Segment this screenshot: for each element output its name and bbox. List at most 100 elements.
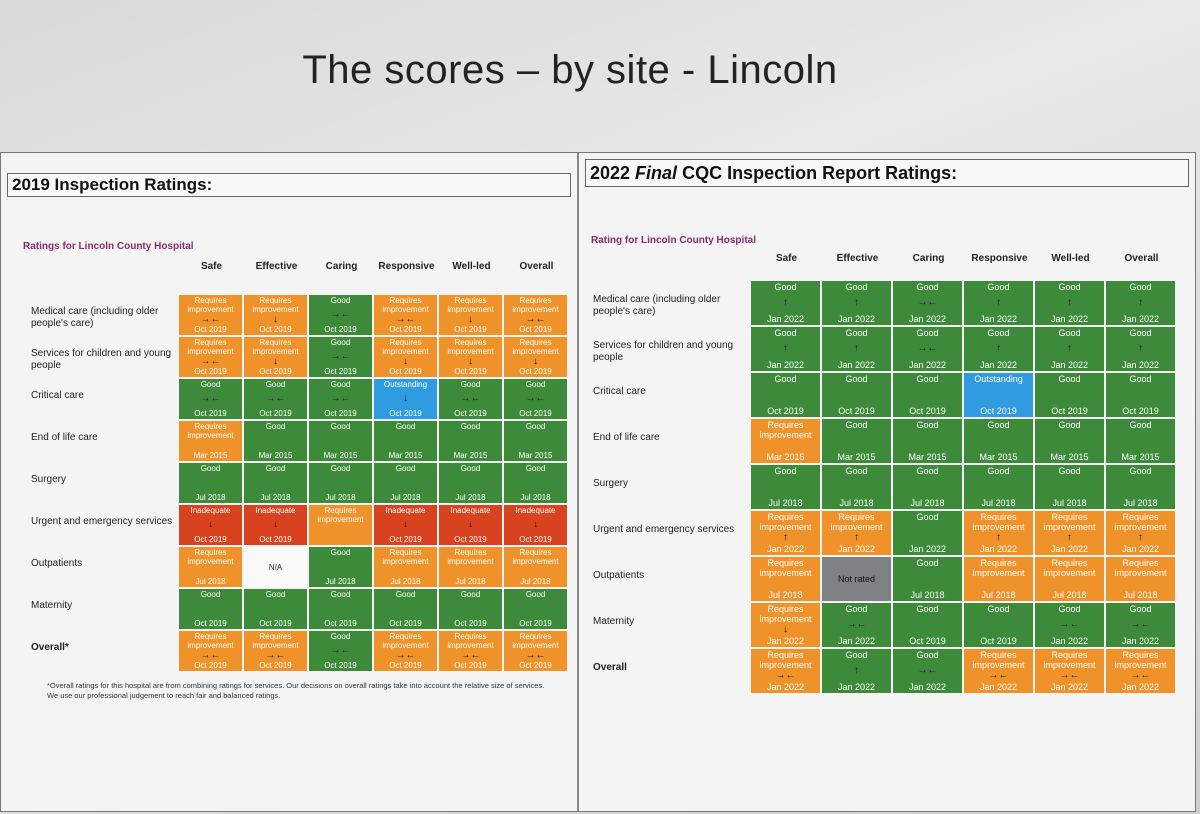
trend-arrow-icon: →← [200,393,221,404]
trend-arrow-icon: →← [1130,670,1151,681]
rating-label: Good [1058,374,1081,384]
rating-label: Good [265,422,286,431]
column-header: Overall [1124,253,1159,264]
rating-date: Oct 2019 [519,367,552,376]
row-label: Urgent and emergency services [593,524,735,535]
row-label: Services for children and young people [593,340,734,363]
rating-label: Good [916,466,939,476]
rating-date: Oct 2019 [454,325,487,334]
trend-arrow-icon: ↓ [403,355,408,367]
row-label: Overall [593,662,627,673]
rating-date: Jan 2022 [766,636,805,646]
rating-cell: Good →← Oct 2019 [439,379,502,419]
rating-date: Oct 2019 [259,409,292,418]
rating-label: Good [1058,282,1081,292]
rating-label: Requires improvement [447,338,494,356]
rating-date: Jul 2018 [455,493,486,502]
trend-arrow-icon: ↑ [854,343,859,354]
rating-date: Jan 2022 [837,544,876,554]
rating-date: Jan 2022 [1121,682,1160,692]
rating-date: Jan 2022 [1121,360,1160,370]
trend-arrow-icon: ↑ [996,297,1001,308]
rating-cell: Inadequate ↓ Oct 2019 [374,505,437,545]
rating-date: Jul 2018 [768,590,803,600]
rating-label: Requires improvement [830,512,883,532]
rating-date: Jul 2018 [1123,498,1158,508]
trend-arrow-icon: ↑ [783,297,788,308]
rating-label: Good [1129,466,1152,476]
rating-label: Requires improvement [759,512,812,532]
rating-label: Inadequate [255,506,296,515]
trend-arrow-icon: ↑ [854,532,859,543]
rating-cell: Good →← Jan 2022 [1106,603,1175,647]
rating-label: Good [330,464,351,473]
row-label: Outpatients [31,558,83,569]
trend-arrow-icon: ↓ [533,519,538,530]
rating-date: Jul 2018 [390,493,421,502]
rating-cell: Good Mar 2015 [1106,419,1175,463]
rating-date: Jan 2022 [837,636,876,646]
trend-arrow-icon: ↑ [1067,532,1072,543]
rating-label: Requires improvement [512,338,559,356]
rating-label: Good [460,464,481,473]
rating-label: Good [200,380,221,389]
rating-label: Good [265,464,286,473]
rating-date: Oct 2019 [324,409,357,418]
column-header: Safe [775,253,798,264]
rating-cell: Good ↑ Jan 2022 [822,281,891,325]
rating-date: Oct 2019 [259,325,292,334]
rating-label: Requires improvement [1043,512,1096,532]
rating-label: Good [330,422,351,431]
rating-label: Requires improvement [187,338,234,356]
row-label: Urgent and emergency services [31,516,173,527]
rating-cell: Good Jul 2018 [1035,465,1104,509]
rating-date: Jul 2018 [260,493,291,502]
rating-date: Mar 2015 [518,451,553,460]
rating-date: Mar 2015 [1050,452,1089,462]
rating-cell: Good Mar 2015 [309,421,372,461]
rating-cell: Requires improvement Jul 2018 [1106,557,1175,601]
rating-date: Oct 2019 [454,619,487,628]
trend-arrow-icon: ↓ [468,519,473,530]
trend-arrow-icon: ↓ [533,355,538,367]
rating-cell: Good →← Jan 2022 [893,281,962,325]
rating-label: Requires improvement [252,632,299,650]
rating-date: Oct 2019 [194,367,227,376]
rating-cell: Requires improvement →← Oct 2019 [504,295,567,335]
ratings-grid-2022: Good ↑ Jan 2022 Good ↑ Jan 2022 Good →← Jan 2022… [751,281,1175,693]
rating-date: Jan 2022 [979,682,1018,692]
rating-cell: Requires improvement ↑ Jan 2022 [964,511,1033,555]
rating-label: Requires improvement [1114,512,1167,532]
rating-cell: Requires improvement Jul 2018 [751,557,820,601]
rating-date: Oct 2019 [838,406,875,416]
rating-cell: Good ↑ Jan 2022 [1106,281,1175,325]
rating-date: Jan 2022 [908,544,947,554]
rating-label: Good [1058,328,1081,338]
trend-arrow-icon: ↓ [403,393,408,404]
rating-date: Oct 2019 [194,619,227,628]
rating-date: Oct 2019 [454,661,487,670]
rating-cell: Inadequate ↓ Oct 2019 [504,505,567,545]
rating-cell: Good Oct 2019 [244,589,307,629]
row-label: End of life care [31,432,98,443]
rating-label: Requires improvement [187,296,234,314]
trend-arrow-icon: →← [525,393,546,404]
rating-label: Good [1129,420,1152,430]
rating-label: Good [774,282,797,292]
row-label: Critical care [593,386,646,397]
rating-label: Inadequate [450,506,491,515]
column-header: Well-led [452,261,491,272]
rating-label: Requires improvement [512,632,559,650]
rating-cell: Good Oct 2019 [309,589,372,629]
rating-cell: Requires improvement →← Oct 2019 [179,295,242,335]
trend-arrow-icon: ↓ [468,313,473,325]
rating-date: Jan 2022 [766,544,805,554]
rating-date: Jul 2018 [195,577,226,586]
panel-2019-heading: 2019 Inspection Ratings: [7,173,571,197]
rating-label: Requires improvement [382,632,429,650]
rating-cell: Requires improvement →← Oct 2019 [374,631,437,671]
trend-arrow-icon: →← [200,355,221,367]
trend-arrow-icon: ↑ [996,532,1001,543]
rating-cell: Requires improvement ↑ Jan 2022 [751,511,820,555]
rating-label: Good [774,466,797,476]
